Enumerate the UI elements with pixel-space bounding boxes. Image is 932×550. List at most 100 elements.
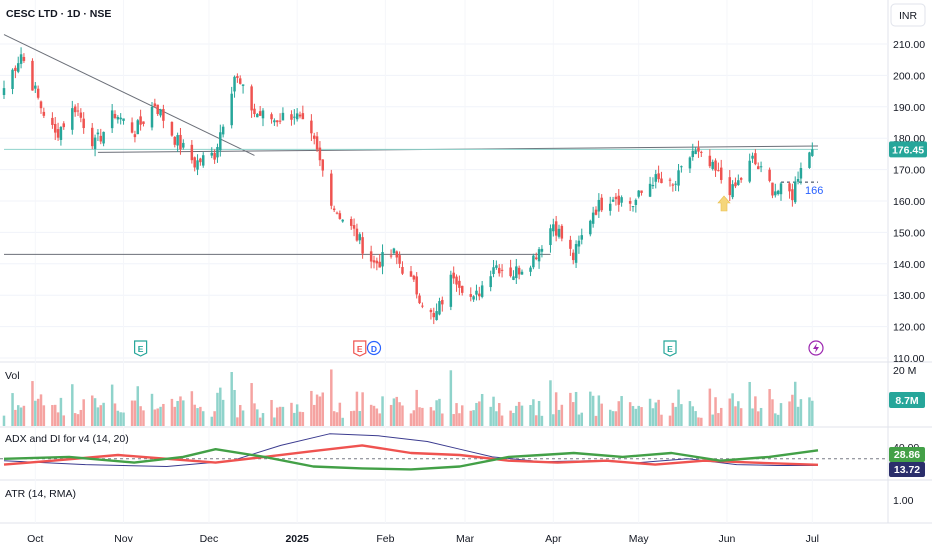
time-tick-label: May: [629, 533, 650, 545]
candle: [811, 142, 814, 157]
volume-bar: [42, 405, 46, 426]
candle: [748, 153, 751, 184]
candle: [375, 257, 379, 271]
candle: [708, 149, 712, 169]
candle: [76, 102, 80, 117]
price-tick-label: 120.00: [893, 322, 925, 334]
candle: [600, 194, 603, 213]
candle: [779, 181, 783, 201]
volume-bar: [153, 409, 157, 426]
volume-bar: [213, 411, 216, 426]
volume-bar: [315, 394, 319, 426]
candle: [133, 130, 137, 143]
candle: [415, 272, 418, 299]
up-arrow-icon[interactable]: [717, 195, 731, 212]
volume-bar: [688, 401, 692, 426]
candle: [213, 149, 216, 164]
candle: [219, 124, 222, 157]
volume-bar: [230, 372, 233, 426]
candle: [369, 245, 373, 269]
candle: [529, 265, 532, 277]
volume-bar: [355, 391, 359, 426]
candle: [668, 177, 672, 187]
candle: [401, 261, 404, 275]
lightning-icon[interactable]: [808, 340, 824, 356]
volume-bar: [731, 393, 734, 426]
candle: [594, 206, 598, 216]
price-tick-label: 190.00: [893, 102, 925, 114]
descending-trendline[interactable]: [3, 34, 255, 156]
volume-bar: [512, 412, 515, 426]
volume-bar: [771, 399, 774, 426]
candle: [534, 252, 538, 261]
candle: [321, 159, 325, 177]
symbol-title[interactable]: CESC LTD · 1D · NSE: [6, 8, 111, 20]
volume-bar: [534, 415, 538, 426]
candle: [731, 180, 734, 200]
volume-bar: [130, 400, 134, 426]
earnings-marker[interactable]: E: [353, 340, 367, 357]
candle: [332, 205, 336, 213]
candle: [515, 258, 518, 284]
volume-bar: [22, 405, 26, 426]
candle: [734, 177, 737, 189]
volume-bar: [182, 400, 185, 426]
candle: [53, 117, 57, 141]
volume-bar: [460, 405, 464, 426]
volume-bar: [375, 408, 379, 426]
dividend-marker[interactable]: D: [366, 340, 382, 356]
last-price-chip[interactable]: 176.45: [889, 141, 927, 158]
volume-bar: [395, 396, 399, 426]
level-annotation-label[interactable]: 166: [805, 185, 823, 197]
volume-bar: [611, 411, 615, 426]
time-axis[interactable]: Oct Nov Dec 2025 Feb Mar Apr May Jun Jul: [27, 533, 819, 545]
volume-bar: [76, 414, 80, 426]
candle: [452, 266, 455, 284]
candle: [771, 182, 774, 199]
candle: [711, 159, 714, 171]
candle: [520, 269, 524, 275]
volume-bar: [378, 413, 381, 426]
candle: [458, 275, 461, 296]
candle: [258, 106, 262, 116]
time-tick-label: Dec: [200, 533, 219, 545]
candle: [589, 219, 592, 237]
volume-bar: [737, 401, 740, 426]
volume-bar: [537, 400, 541, 426]
volume-bar: [341, 417, 344, 426]
candle: [233, 75, 236, 98]
candle: [634, 198, 638, 213]
volume-bar: [634, 408, 638, 426]
candle: [489, 270, 492, 292]
volume-axis-tick: 20 M: [893, 365, 916, 377]
currency-button[interactable]: INR: [890, 3, 926, 27]
candle: [620, 195, 623, 207]
time-tick-label: 2025: [285, 533, 309, 545]
earnings-marker[interactable]: E: [134, 340, 148, 357]
volume-bar: [674, 406, 677, 426]
volume-bar: [708, 388, 712, 426]
candle: [754, 149, 757, 166]
volume-bar: [469, 410, 473, 426]
candle: [737, 174, 740, 186]
candle: [182, 139, 185, 150]
volume-bar: [628, 402, 632, 426]
price-tick-label: 200.00: [893, 70, 925, 82]
candle: [640, 190, 643, 196]
volume-bar: [671, 402, 675, 426]
volume-bar: [11, 393, 14, 426]
earnings-marker[interactable]: E: [663, 340, 677, 357]
candle: [398, 251, 401, 269]
volume-bar: [480, 393, 484, 426]
volume-bar: [349, 411, 353, 426]
candle: [301, 105, 305, 120]
candle: [93, 134, 97, 157]
volume-bar: [418, 407, 421, 426]
adx-series: [0, 433, 888, 471]
volume-bar: [392, 398, 396, 426]
volume-bar: [438, 398, 441, 426]
volume-bar: [236, 417, 239, 426]
candle: [571, 249, 575, 265]
